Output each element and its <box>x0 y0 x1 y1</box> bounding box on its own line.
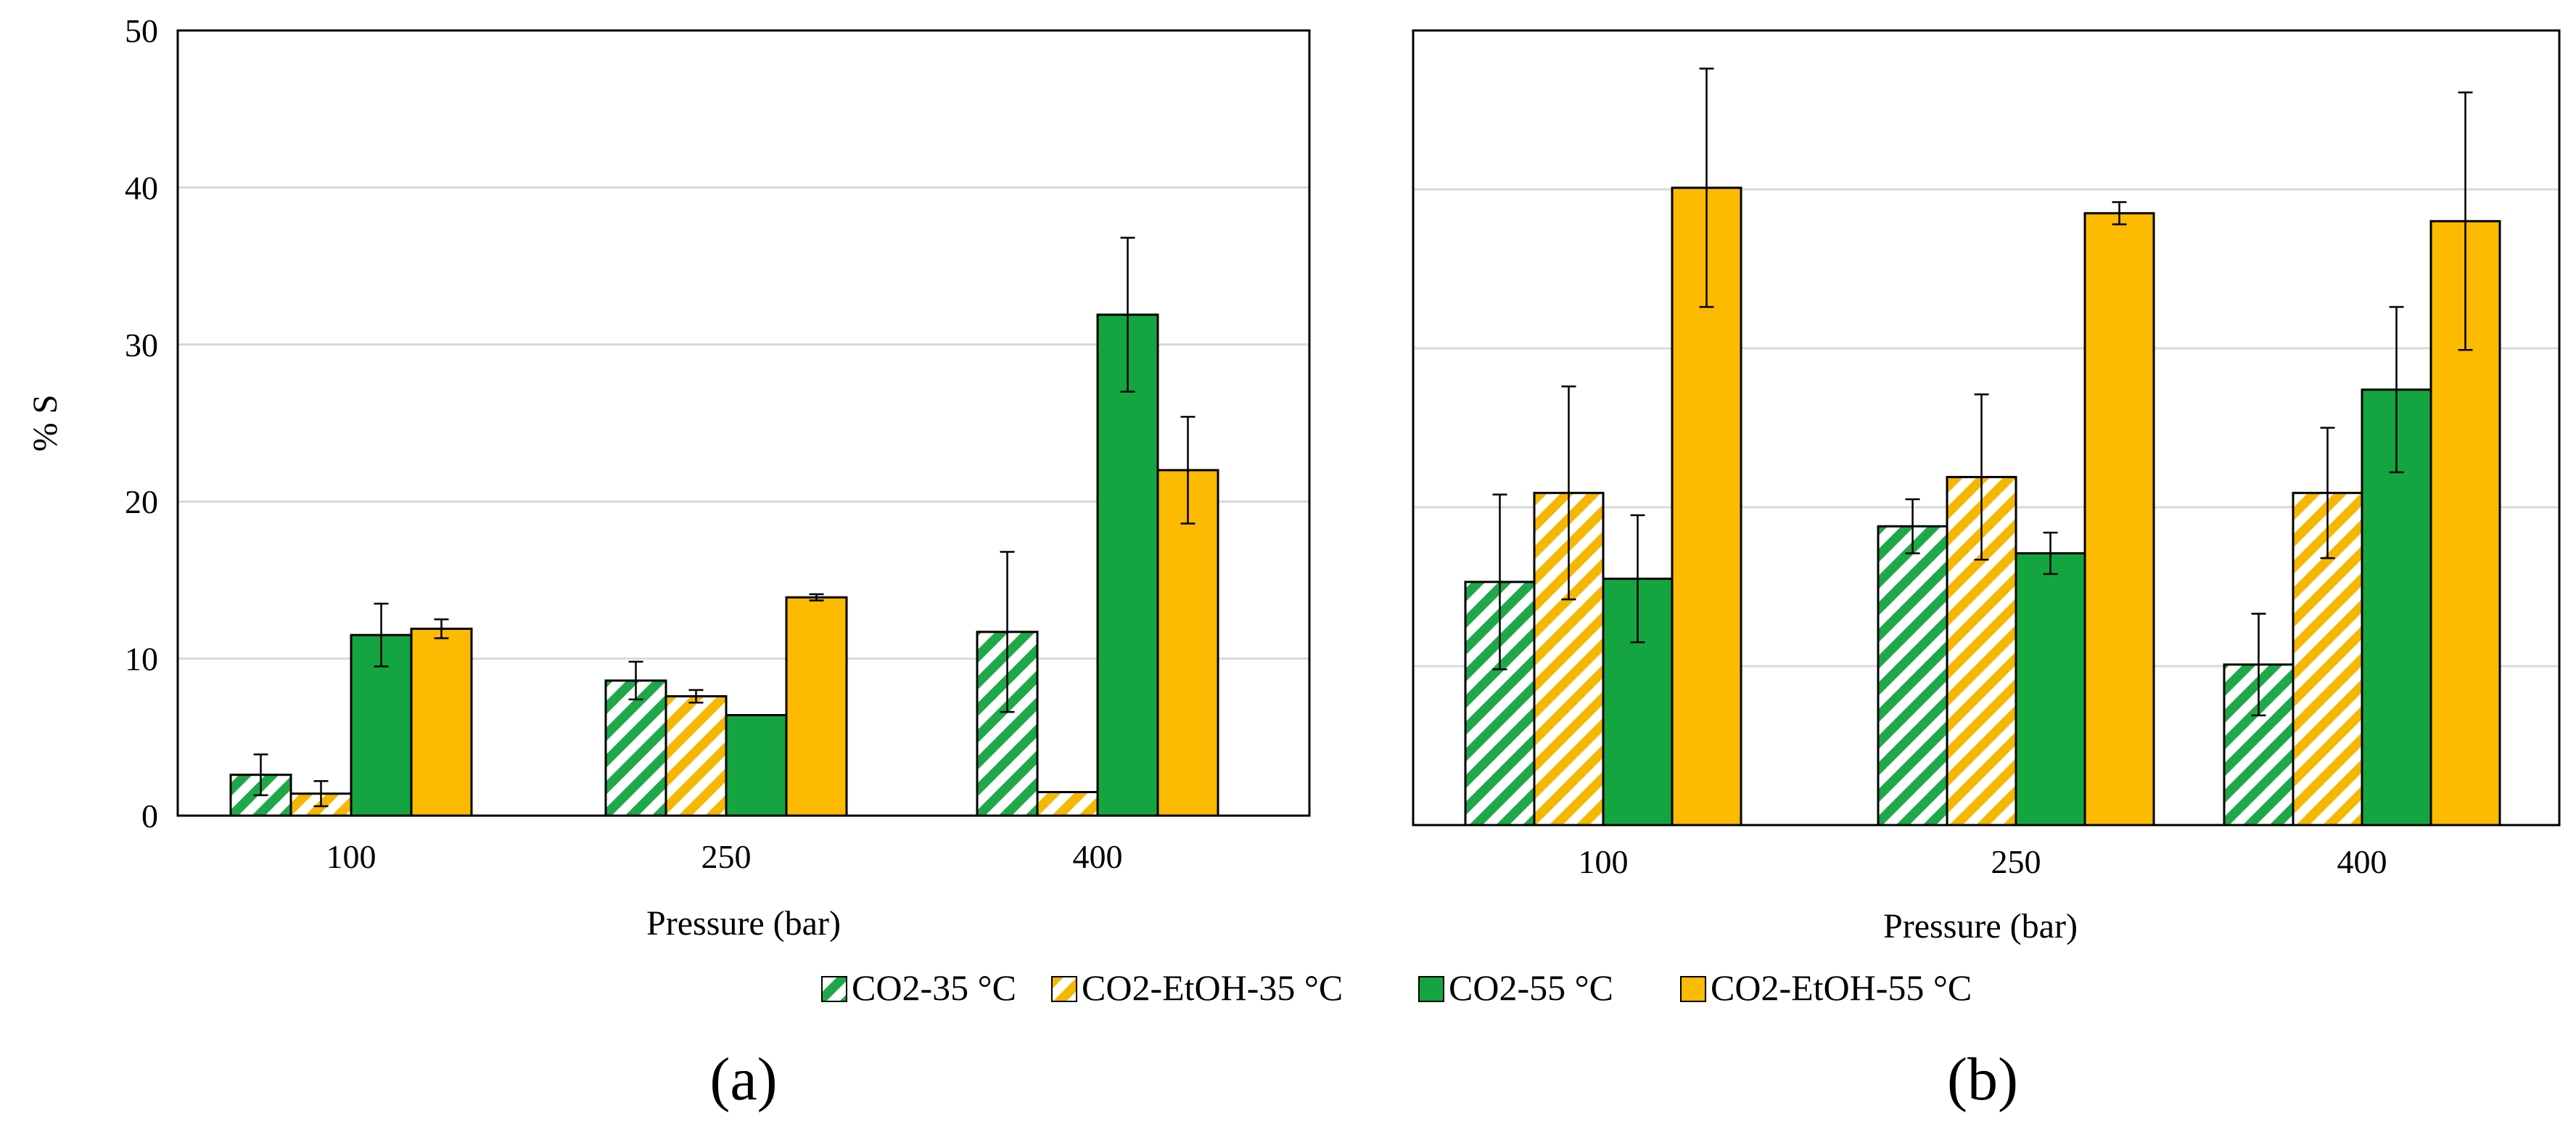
error-bar-a-co2-55-100 <box>374 602 389 668</box>
bar-a-co2-35-250 <box>604 679 667 817</box>
legend-label-co2-35: CO2-35 °C <box>852 967 1016 1008</box>
bar-b-co2-55-250 <box>2015 552 2086 827</box>
y-tick-labels-a: 0 10 20 30 40 50 <box>125 12 158 835</box>
legend-label-co2-55: CO2-55 °C <box>1449 967 1613 1008</box>
error-bar-b-co2-etoh-55-400 <box>2458 91 2473 351</box>
legend-label-co2-etoh-35: CO2-EtOH-35 °C <box>1082 967 1343 1008</box>
bar-b-co2-35-250 <box>1877 525 1949 827</box>
y-tick-label-a-50: 50 <box>125 12 158 49</box>
error-bar-a-co2-35-250 <box>628 660 643 701</box>
error-bar-a-co2-35-100 <box>253 753 268 797</box>
y-tick-label-a-30: 30 <box>125 327 158 364</box>
error-bar-a-co2-etoh-55-100 <box>434 618 449 639</box>
legend: CO2-35 °C CO2-EtOH-35 °C CO2-55 °C CO2-E… <box>821 967 1972 1008</box>
x-axis-title-b: Pressure (bar) <box>1883 907 2078 946</box>
error-bar-b-co2-35-250 <box>1905 498 1920 554</box>
bar-a-co2-etoh-55-250 <box>785 596 848 817</box>
error-bar-a-co2-55-400 <box>1120 237 1135 393</box>
x-tick-label-b-100: 100 <box>1579 843 1629 880</box>
bar-a-co2-etoh-55-400 <box>1156 469 1219 817</box>
error-bar-b-co2-etoh-55-250 <box>2112 201 2127 226</box>
y-axis-title-a: % S <box>26 395 65 452</box>
legend-swatch-co2-35 <box>821 976 847 1002</box>
error-bar-b-co2-55-100 <box>1630 514 1645 644</box>
panel-a: 0 10 20 30 40 50 % S 100 250 400 Pressure (bar)… <box>26 12 1311 1113</box>
error-bar-a-co2-etoh-35-100 <box>313 780 329 808</box>
error-bar-b-co2-55-400 <box>2389 305 2404 474</box>
y-tick-label-a-20: 20 <box>125 483 158 520</box>
legend-swatch-co2-etoh-35 <box>1051 976 1077 1002</box>
error-bars-b <box>1492 67 2473 717</box>
panel-b: 100 250 400 Pressure (bar) (b) <box>1412 29 2561 1113</box>
error-bar-b-co2-etoh-55-100 <box>1699 67 1714 308</box>
bar-a-co2-55-250 <box>725 714 788 817</box>
x-tick-labels-b: 100 250 400 <box>1579 843 2387 880</box>
legend-label-co2-etoh-55: CO2-EtOH-55 °C <box>1711 967 1972 1008</box>
error-bar-a-co2-etoh-35-250 <box>688 689 704 704</box>
panel-label-a: (a) <box>709 1046 777 1113</box>
x-tick-labels-a: 100 250 400 <box>326 838 1123 875</box>
error-bar-b-co2-55-250 <box>2043 531 2058 575</box>
error-bar-b-co2-35-100 <box>1492 493 1507 671</box>
error-bar-b-co2-etoh-35-400 <box>2320 427 2335 559</box>
y-tick-label-a-0: 0 <box>141 797 158 835</box>
y-tick-label-a-10: 10 <box>125 641 158 678</box>
error-bar-b-co2-etoh-35-250 <box>1974 393 1989 561</box>
legend-swatch-co2-etoh-55 <box>1680 976 1706 1002</box>
x-tick-label-b-400: 400 <box>2337 843 2387 880</box>
x-tick-label-a-250: 250 <box>701 838 752 875</box>
error-bar-b-co2-etoh-35-100 <box>1561 385 1576 601</box>
panel-label-b: (b) <box>1947 1046 2018 1113</box>
error-bar-a-co2-etoh-55-250 <box>809 593 824 602</box>
legend-swatch-co2-55 <box>1418 976 1444 1002</box>
x-axis-title-a: Pressure (bar) <box>646 904 841 943</box>
x-tick-label-a-400: 400 <box>1073 838 1123 875</box>
bar-a-co2-55-400 <box>1096 313 1159 817</box>
error-bars-a <box>253 237 1196 808</box>
bar-a-co2-etoh-55-100 <box>410 627 473 817</box>
bar-a-co2-etoh-35-400 <box>1036 791 1099 817</box>
error-bar-b-co2-35-400 <box>2251 612 2266 717</box>
error-bar-a-co2-35-400 <box>1000 551 1015 713</box>
bar-a-co2-etoh-35-250 <box>664 695 728 817</box>
x-tick-label-a-100: 100 <box>326 838 376 875</box>
x-tick-label-b-250: 250 <box>1991 843 2041 880</box>
bar-b-co2-etoh-55-250 <box>2083 212 2155 827</box>
y-tick-label-a-40: 40 <box>125 169 158 206</box>
bars-a <box>229 313 1219 817</box>
error-bar-a-co2-etoh-55-400 <box>1180 416 1196 525</box>
